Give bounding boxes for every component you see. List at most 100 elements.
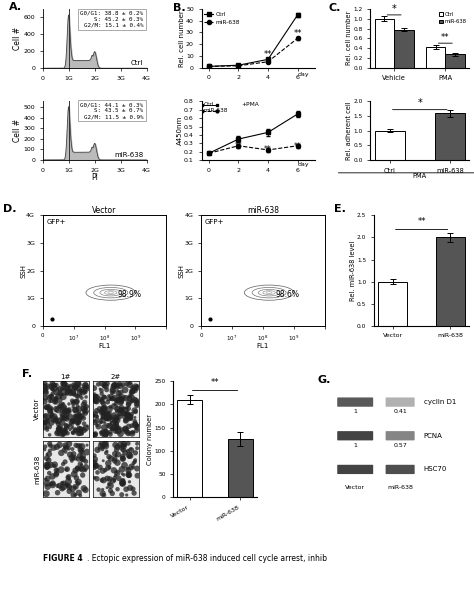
Point: [134, 381, 141, 391]
Point: [61, 457, 69, 467]
Point: [77, 464, 85, 473]
Point: [103, 428, 111, 438]
Point: [80, 425, 87, 435]
Point: [81, 397, 88, 407]
Point: [60, 384, 68, 393]
Point: [83, 383, 91, 393]
Point: [73, 391, 81, 400]
Point: [50, 380, 58, 390]
Point: [133, 464, 141, 473]
Point: [58, 385, 66, 394]
miR-638: [265, 58, 271, 65]
Point: [99, 488, 107, 498]
Bar: [426, 47, 446, 68]
Point: [109, 387, 117, 397]
Ctrl: [206, 63, 212, 70]
Point: [69, 388, 77, 398]
Point: [68, 418, 75, 428]
Point: [129, 387, 137, 397]
Text: Ctrl: Ctrl: [204, 102, 214, 107]
Point: [44, 425, 51, 435]
Point: [128, 387, 136, 396]
Point: [101, 403, 109, 412]
Point: [68, 423, 75, 433]
Point: [113, 411, 121, 421]
X-axis label: PI: PI: [91, 172, 98, 182]
Point: [78, 425, 85, 434]
Ctrl: [265, 129, 271, 136]
Point: [110, 425, 118, 434]
Point: [42, 417, 50, 427]
Point: [119, 393, 127, 402]
Point: [113, 467, 121, 477]
Point: [119, 479, 127, 489]
Bar: [228, 439, 253, 497]
Point: [47, 381, 55, 391]
Point: [126, 477, 133, 487]
Point: [112, 421, 120, 431]
Point: [52, 404, 60, 414]
Point: [68, 456, 75, 466]
Point: [100, 408, 108, 418]
Point: [103, 414, 111, 423]
Point: [100, 411, 107, 420]
Point: [59, 399, 67, 409]
Point: [125, 470, 133, 480]
Point: [109, 419, 117, 429]
Point: [47, 392, 55, 402]
Point: [46, 441, 54, 450]
Y-axis label: miR-638: miR-638: [34, 455, 40, 484]
Point: [54, 481, 61, 491]
Text: . Ectopic expression of miR-638 induced cell cycle arrest, inhib: . Ectopic expression of miR-638 induced …: [87, 554, 327, 563]
Point: [108, 394, 116, 403]
Bar: [177, 400, 202, 497]
Point: [74, 454, 82, 464]
Point: [63, 406, 71, 416]
Point: [77, 391, 84, 400]
Text: **: **: [441, 33, 449, 42]
Point: [93, 392, 100, 402]
Point: [57, 448, 65, 458]
Point: [56, 429, 64, 438]
Text: PCNA: PCNA: [424, 433, 443, 439]
Point: [128, 382, 136, 392]
Point: [107, 453, 115, 463]
Point: [51, 412, 58, 421]
Point: [82, 466, 89, 475]
Point: [58, 478, 66, 488]
Point: [53, 394, 60, 403]
Point: [45, 400, 53, 410]
Point: [116, 409, 124, 419]
Text: *: *: [392, 4, 397, 14]
Point: [133, 426, 140, 435]
Point: [51, 461, 58, 470]
Point: [113, 414, 121, 424]
Point: [83, 421, 91, 431]
Point: [43, 403, 50, 412]
Point: [106, 479, 113, 489]
Point: [43, 450, 51, 459]
Point: [100, 423, 108, 432]
Point: [113, 445, 120, 455]
Point: [101, 430, 109, 440]
Point: [75, 380, 83, 390]
Point: [100, 399, 107, 409]
Point: [45, 455, 53, 465]
Point: [93, 420, 101, 430]
Point: [99, 415, 107, 425]
Point: [111, 440, 119, 450]
Text: day: day: [298, 72, 310, 77]
Y-axis label: SSH: SSH: [20, 264, 26, 277]
Point: [123, 409, 131, 418]
Point: [79, 387, 86, 397]
Point: [72, 411, 79, 421]
Point: [81, 382, 89, 391]
Point: [126, 483, 134, 493]
Point: [78, 385, 86, 394]
Point: [49, 384, 57, 393]
Point: [114, 415, 121, 425]
Point: [91, 417, 98, 427]
Point: [46, 404, 54, 414]
Point: [56, 388, 64, 398]
Point: [54, 428, 61, 438]
